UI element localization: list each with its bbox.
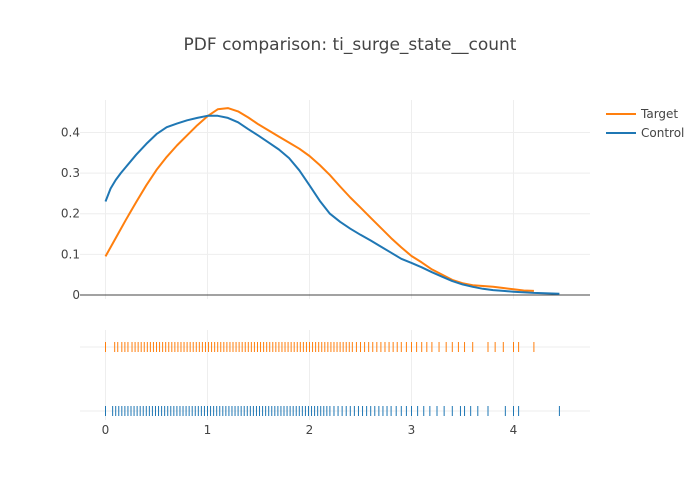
y-tick-label: 0.4 bbox=[61, 125, 80, 139]
legend-label: Control bbox=[641, 126, 684, 140]
x-tick-label: 1 bbox=[204, 423, 212, 437]
legend-label: Target bbox=[640, 107, 678, 121]
x-tick-label: 3 bbox=[408, 423, 416, 437]
rug-target bbox=[105, 342, 535, 352]
rug-plots bbox=[105, 342, 560, 416]
density-lines bbox=[104, 107, 560, 295]
y-tick-label: 0.3 bbox=[61, 166, 80, 180]
y-tick-label: 0.2 bbox=[61, 207, 80, 221]
y-tick-label: 0.1 bbox=[61, 247, 80, 261]
rug-control bbox=[105, 406, 560, 416]
x-tick-label: 0 bbox=[102, 423, 110, 437]
legend[interactable]: Target Control bbox=[606, 107, 684, 140]
series-line-control bbox=[104, 114, 560, 295]
chart-title: PDF comparison: ti_surge_state__count bbox=[184, 35, 517, 55]
x-tick-label: 4 bbox=[510, 423, 518, 437]
y-tick-label: 0 bbox=[72, 288, 80, 302]
grid bbox=[80, 100, 590, 420]
x-tick-label: 2 bbox=[306, 423, 314, 437]
legend-item-target[interactable]: Target bbox=[606, 107, 678, 121]
series-line-target bbox=[104, 107, 534, 292]
legend-item-control[interactable]: Control bbox=[606, 126, 684, 140]
axes: 0 1 2 3 4 0 0.1 0.2 0.3 0.4 bbox=[61, 125, 590, 437]
